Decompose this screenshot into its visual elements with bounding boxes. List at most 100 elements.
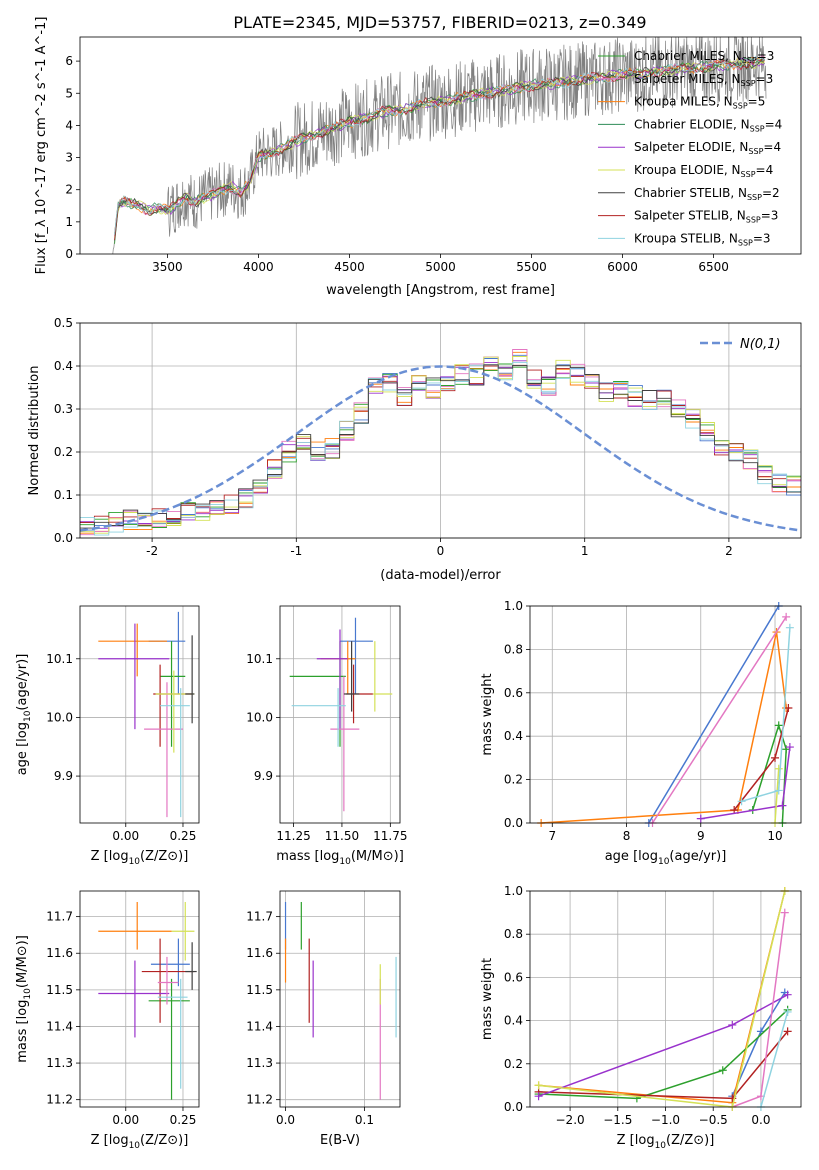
x-tick-label: 0.0 bbox=[751, 1113, 770, 1127]
weight-line bbox=[538, 1009, 789, 1100]
x-tick-label: 0.00 bbox=[112, 829, 139, 843]
weight-line bbox=[774, 768, 780, 824]
weight-marker bbox=[783, 1027, 792, 1036]
histogram-step bbox=[80, 361, 801, 536]
xlabel-end: (Z/Z⊙)] bbox=[666, 1133, 714, 1148]
weight-marker bbox=[696, 814, 705, 823]
legend-sub: SSP bbox=[738, 238, 753, 247]
figure-title: PLATE=2345, MJD=53757, FIBERID=0213, z=0… bbox=[233, 13, 646, 32]
weight-line bbox=[541, 631, 787, 824]
legend-label: Salpeter ELODIE, NSSP=4 bbox=[634, 140, 781, 156]
legend-end: =4 bbox=[765, 117, 783, 131]
legend-end: =3 bbox=[753, 231, 771, 245]
y-tick-label: 11.4 bbox=[46, 1019, 73, 1033]
x-tick-label: 0.1 bbox=[355, 1113, 374, 1127]
x-tick-label: -1 bbox=[290, 544, 302, 558]
ylabel-main: mass [log bbox=[15, 1000, 30, 1063]
y-tick-label: 0.1 bbox=[54, 488, 73, 502]
weight-marker bbox=[771, 753, 780, 762]
x-tick-label: 5500 bbox=[516, 260, 547, 274]
weight-marker bbox=[785, 623, 794, 632]
y-tick-label: 0.4 bbox=[504, 1014, 523, 1028]
spectrum-axes: 3500 4000 4500 5000 5500 6000 6500 0 1 2 3 4 5 6 bbox=[65, 54, 729, 274]
xlabel-main: Z [log bbox=[91, 849, 129, 864]
xlabel-sub: 10 bbox=[129, 857, 141, 867]
weight-marker bbox=[718, 1066, 727, 1075]
y-tick-label: 11.2 bbox=[46, 1093, 73, 1107]
y-tick-label: 10.1 bbox=[246, 652, 273, 666]
ylabel-end: (age/yr)] bbox=[15, 654, 30, 711]
x-tick-label: 5000 bbox=[425, 260, 456, 274]
legend-label: Chabrier ELODIE, NSSP=4 bbox=[634, 117, 782, 133]
x-tick-label: 0.25 bbox=[170, 1113, 197, 1127]
residuals-ylabel: Normed distribution bbox=[27, 366, 42, 496]
spectrum-frame bbox=[79, 36, 802, 255]
observed-spectrum bbox=[112, 36, 767, 255]
legend-sub: SSP bbox=[750, 124, 765, 133]
y-tick-label: 0.3 bbox=[54, 402, 73, 416]
weight-marker bbox=[737, 797, 746, 806]
x-tick-label: −0.5 bbox=[699, 1113, 728, 1127]
age-vs-z-axes: 0.00 0.25 9.9 10.0 10.1 bbox=[46, 606, 199, 843]
y-tick-label: 11.2 bbox=[246, 1093, 273, 1107]
legend-end: =3 bbox=[757, 49, 775, 63]
weight-vs-age-ylabel: mass weight bbox=[480, 673, 495, 755]
model-line bbox=[114, 57, 765, 239]
xlabel-main: age [log bbox=[605, 849, 658, 864]
y-tick-label: 0.0 bbox=[504, 816, 523, 830]
age-vs-z-xlabel: Z [log10(Z/Z⊙)] bbox=[91, 849, 189, 867]
y-tick-label: 0.4 bbox=[504, 729, 523, 743]
legend-end: =5 bbox=[748, 95, 766, 109]
ylabel-main: age [log bbox=[15, 722, 30, 775]
legend-main: Chabrier STELIB, N bbox=[634, 186, 747, 200]
y-tick-label: 10.0 bbox=[246, 710, 273, 724]
age-vs-z-ylabel: age [log10(age/yr)] bbox=[15, 654, 33, 776]
weight-line bbox=[538, 890, 786, 1108]
weight-marker bbox=[778, 801, 787, 810]
spectrum-ylabel: Flux [f_λ 10^-17 erg cm^-2 s^-1 A^-1] bbox=[34, 17, 49, 275]
x-tick-label: 11.75 bbox=[373, 829, 407, 843]
legend-main: Chabrier MILES, N bbox=[634, 49, 742, 63]
x-tick-label: 4000 bbox=[243, 260, 274, 274]
x-tick-label: 1 bbox=[581, 544, 589, 558]
xlabel-main: Z [log bbox=[617, 1133, 655, 1148]
y-tick-label: 11.6 bbox=[246, 946, 273, 960]
model-line bbox=[114, 57, 765, 236]
legend-main: Kroupa MILES, N bbox=[634, 95, 733, 109]
xlabel-end: (M/M⊙)] bbox=[351, 849, 404, 864]
mass-vs-z-ylabel: mass [log10(M/M⊙)] bbox=[15, 935, 33, 1063]
legend-sub: SSP bbox=[733, 102, 748, 111]
weight-marker bbox=[534, 1092, 543, 1101]
y-tick-label: 11.4 bbox=[246, 1019, 273, 1033]
legend-sub: SSP bbox=[746, 216, 761, 225]
weight-line bbox=[741, 627, 791, 803]
x-tick-label: 2 bbox=[725, 544, 733, 558]
y-tick-label: 0.8 bbox=[504, 927, 523, 941]
legend-end: =3 bbox=[761, 209, 779, 223]
x-tick-label: 11.50 bbox=[325, 829, 359, 843]
mass-vs-z-frame bbox=[79, 890, 200, 1108]
xlabel-end: (age/yr)] bbox=[669, 849, 726, 864]
weight-line bbox=[651, 616, 787, 824]
y-tick-label: 9.9 bbox=[254, 769, 273, 783]
model-line bbox=[114, 56, 765, 241]
legend-end: =4 bbox=[756, 163, 774, 177]
legend-sub: SSP bbox=[748, 147, 763, 156]
legend-end: =2 bbox=[762, 186, 780, 200]
weight-line bbox=[538, 890, 786, 1104]
weight-marker bbox=[785, 743, 794, 752]
age-vs-mass-frame bbox=[279, 605, 401, 824]
weight-vs-z-xlabel: Z [log10(Z/Z⊙)] bbox=[617, 1133, 715, 1151]
model-line bbox=[114, 55, 765, 235]
y-tick-label: 11.3 bbox=[246, 1056, 273, 1070]
legend-sub: SSP bbox=[741, 79, 756, 88]
x-tick-label: 8 bbox=[623, 829, 631, 843]
legend-main: Kroupa STELIB, N bbox=[634, 231, 738, 245]
age-vs-mass-axes: 11.25 11.50 11.75 9.9 10.0 10.1 bbox=[246, 606, 408, 843]
x-tick-label: 0.00 bbox=[112, 1113, 139, 1127]
xlabel-sub: 10 bbox=[129, 1141, 141, 1151]
y-tick-label: 0.2 bbox=[54, 445, 73, 459]
legend-end: =3 bbox=[756, 72, 774, 86]
histogram-step bbox=[80, 364, 801, 529]
